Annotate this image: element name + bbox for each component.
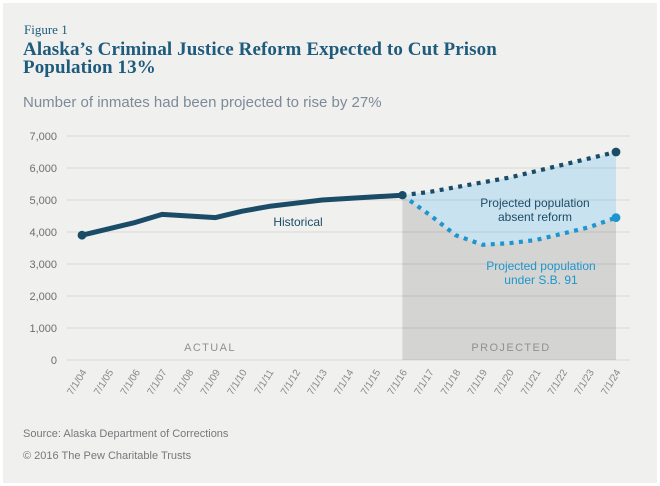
subtitle: Number of inmates had been projected to …: [23, 94, 382, 111]
historical-start-dot: [77, 230, 87, 240]
x-axis-tick-label: 7/1/05: [92, 367, 116, 397]
x-axis-tick-label: 7/1/08: [172, 367, 196, 397]
title-line-2: Population 13%: [23, 57, 156, 78]
copyright-note: © 2016 The Pew Charitable Trusts: [23, 450, 192, 462]
source-note: Source: Alaska Department of Corrections: [23, 428, 229, 440]
x-axis-tick-label: 7/1/16: [386, 367, 410, 397]
y-axis-tick-label: 4,000: [29, 227, 57, 239]
y-axis-tick-label: 2,000: [29, 291, 57, 303]
x-axis-tick-label: 7/1/06: [119, 367, 143, 397]
absent-reform-label-line2: absent reform: [498, 210, 572, 224]
reform-savings-fill: [402, 152, 616, 245]
x-axis-tick-label: 7/1/20: [493, 367, 517, 397]
sb91-label-line2: under S.B. 91: [504, 273, 578, 287]
x-axis-tick-label: 7/1/21: [519, 367, 543, 397]
y-axis-tick-label: 6,000: [29, 163, 57, 175]
x-axis-tick-label: 7/1/17: [413, 367, 437, 397]
x-axis-tick-label: 7/1/04: [65, 367, 89, 397]
x-axis-tick-label: 7/1/15: [359, 367, 383, 397]
historical-line: [81, 192, 403, 238]
x-axis-tick-label: 7/1/09: [199, 367, 223, 397]
historical-end-dot: [398, 191, 407, 200]
y-axis-tick-label: 1,000: [29, 323, 57, 335]
chart-svg: 0 1,000 2,000 3,000 4,000 5,000 6,000 7,000 7/1/…: [29, 131, 630, 397]
sb91-label-line1: Projected population: [486, 259, 595, 273]
title-line-1: Alaska’s Criminal Justice Reform Expecte…: [23, 39, 497, 60]
y-axis-tick-label: 7,000: [29, 131, 57, 143]
page-title: Alaska’s Criminal Justice Reform Expecte…: [23, 39, 623, 78]
sb91-end-dot: [611, 213, 621, 222]
x-axis-tick-label: 7/1/11: [253, 367, 277, 396]
x-axis-tick-label: 7/1/14: [332, 367, 356, 397]
x-axis-tick-label: 7/1/22: [546, 367, 570, 397]
x-axis-tick-label: 7/1/18: [439, 367, 463, 397]
x-axis-tick-label: 7/1/23: [573, 367, 597, 397]
actual-region-label: ACTUAL: [184, 342, 236, 354]
x-axis-tick-label: 7/1/07: [146, 367, 170, 397]
absent-reform-label-line1: Projected population: [480, 196, 589, 210]
x-axis-tick-label: 7/1/19: [466, 367, 490, 397]
y-axis-tick-label: 5,000: [29, 195, 57, 207]
historical-series-label: Historical: [273, 215, 322, 229]
x-axis-tick-label: 7/1/13: [306, 367, 330, 397]
y-axis-tick-label: 3,000: [29, 259, 57, 271]
x-axis-tick-label: 7/1/12: [279, 367, 303, 397]
x-axis-tick-label: 7/1/10: [226, 367, 250, 397]
absent-reform-line: [402, 149, 617, 198]
projected-region-label: PROJECTED: [471, 342, 550, 354]
absent-reform-end-dot: [611, 147, 621, 157]
x-axis-tick-label: 7/1/24: [599, 367, 623, 397]
figure-label: Figure 1: [24, 22, 68, 37]
y-axis-tick-label: 0: [51, 355, 57, 367]
